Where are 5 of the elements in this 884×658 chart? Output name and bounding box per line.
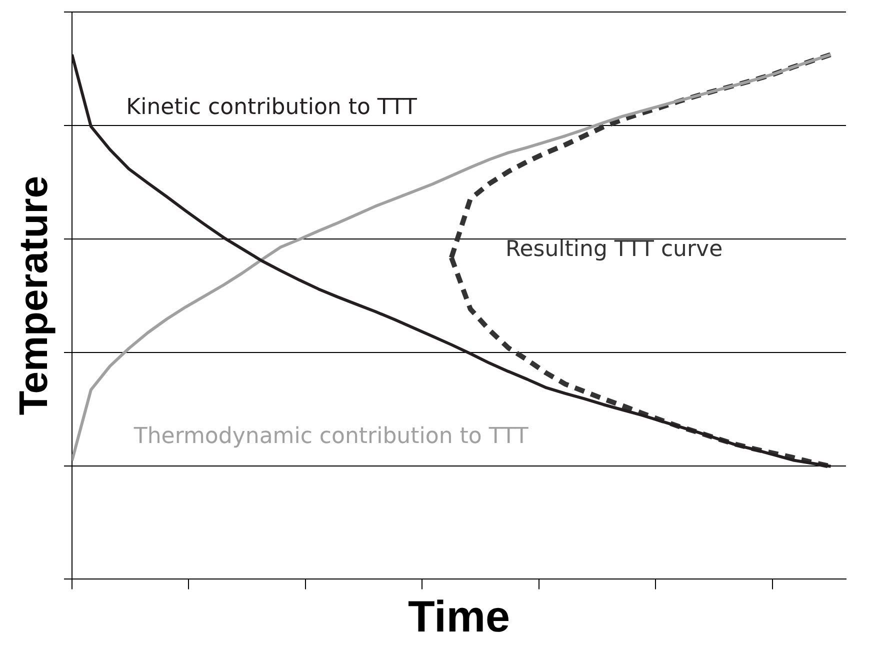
x-axis-title: Time: [408, 592, 510, 642]
y-axis-title: Temperature: [12, 176, 56, 416]
series-label: Kinetic contribution to TTT: [126, 95, 418, 120]
text: Resulting TTT curve: [505, 236, 723, 262]
text: Thermodynamic contribution to TTT: [132, 424, 529, 450]
